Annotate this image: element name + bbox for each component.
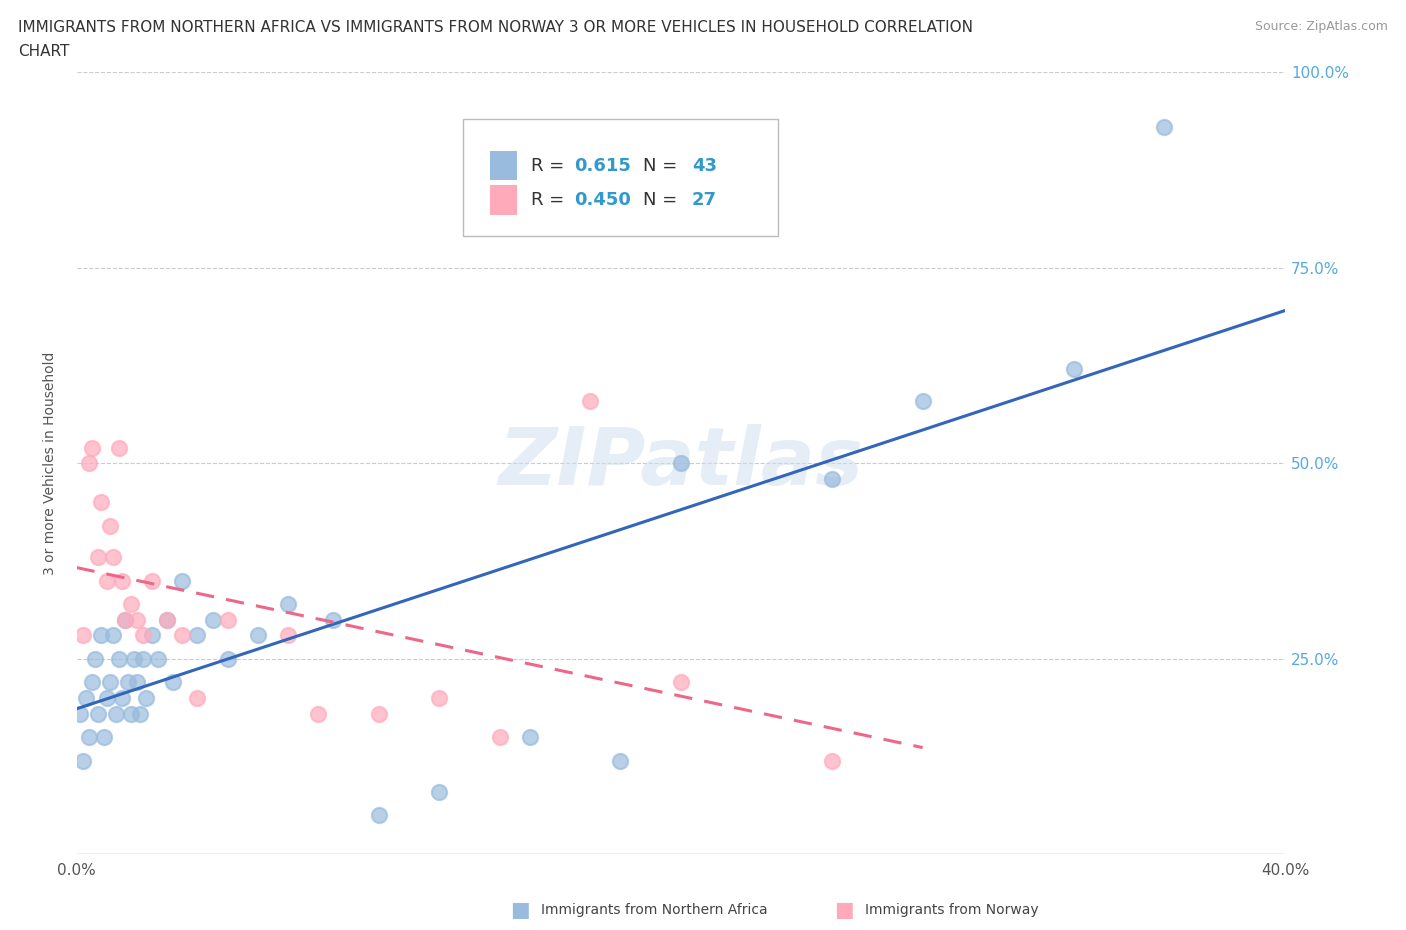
Point	[90, 495, 112, 510]
Y-axis label: 3 or more Vehicles in Household: 3 or more Vehicles in Household	[44, 352, 58, 575]
Point	[519, 730, 541, 745]
Point	[172, 628, 194, 643]
Text: 27: 27	[692, 192, 717, 209]
Point	[186, 628, 208, 643]
Point	[217, 612, 239, 627]
Point	[579, 393, 602, 408]
Point	[821, 753, 844, 768]
Point	[129, 706, 152, 721]
Point	[69, 706, 91, 721]
Text: ZIPatlas: ZIPatlas	[498, 424, 863, 502]
Point	[427, 784, 450, 799]
Bar	[489, 185, 516, 215]
Point	[86, 550, 108, 565]
Point	[111, 573, 134, 588]
Text: Immigrants from Northern Africa: Immigrants from Northern Africa	[541, 902, 768, 917]
Point	[1153, 119, 1175, 134]
Point	[669, 675, 692, 690]
Point	[488, 730, 510, 745]
Point	[132, 651, 155, 666]
Text: 43: 43	[692, 156, 717, 175]
FancyBboxPatch shape	[464, 119, 778, 236]
Text: Source: ZipAtlas.com: Source: ZipAtlas.com	[1254, 20, 1388, 33]
Text: Immigrants from Norway: Immigrants from Norway	[865, 902, 1038, 917]
Point	[911, 393, 934, 408]
Text: R =: R =	[531, 192, 569, 209]
Point	[96, 573, 118, 588]
Point	[122, 651, 145, 666]
Point	[277, 628, 299, 643]
Point	[156, 612, 179, 627]
Point	[120, 597, 142, 612]
Point	[111, 691, 134, 706]
Text: IMMIGRANTS FROM NORTHERN AFRICA VS IMMIGRANTS FROM NORWAY 3 OR MORE VEHICLES IN : IMMIGRANTS FROM NORTHERN AFRICA VS IMMIG…	[18, 20, 973, 35]
Point	[186, 691, 208, 706]
Point	[114, 612, 136, 627]
Text: CHART: CHART	[18, 44, 70, 59]
Point	[217, 651, 239, 666]
Point	[75, 691, 97, 706]
Point	[427, 691, 450, 706]
Point	[141, 628, 163, 643]
Point	[101, 550, 124, 565]
Point	[246, 628, 269, 643]
Point	[141, 573, 163, 588]
Text: ■: ■	[510, 899, 530, 920]
Point	[201, 612, 224, 627]
Point	[114, 612, 136, 627]
Point	[101, 628, 124, 643]
Point	[172, 573, 194, 588]
Text: ■: ■	[834, 899, 853, 920]
Point	[108, 440, 131, 455]
Point	[93, 730, 115, 745]
Point	[83, 651, 105, 666]
Point	[117, 675, 139, 690]
Point	[277, 597, 299, 612]
Point	[90, 628, 112, 643]
Point	[72, 628, 94, 643]
Point	[80, 440, 103, 455]
Text: N =: N =	[644, 156, 683, 175]
Point	[367, 706, 389, 721]
Point	[120, 706, 142, 721]
Point	[135, 691, 157, 706]
Text: R =: R =	[531, 156, 569, 175]
Text: 0.615: 0.615	[575, 156, 631, 175]
Point	[156, 612, 179, 627]
Point	[132, 628, 155, 643]
Point	[125, 675, 148, 690]
Text: 0.450: 0.450	[575, 192, 631, 209]
Point	[77, 456, 100, 471]
Text: N =: N =	[644, 192, 683, 209]
Point	[77, 730, 100, 745]
Point	[108, 651, 131, 666]
Point	[322, 612, 344, 627]
Point	[146, 651, 169, 666]
Point	[367, 808, 389, 823]
Point	[96, 691, 118, 706]
Point	[98, 518, 121, 533]
Point	[669, 456, 692, 471]
Point	[104, 706, 127, 721]
Point	[1063, 362, 1085, 377]
Point	[162, 675, 184, 690]
Point	[72, 753, 94, 768]
Point	[125, 612, 148, 627]
Point	[609, 753, 631, 768]
Point	[86, 706, 108, 721]
Point	[821, 472, 844, 486]
Point	[307, 706, 329, 721]
Point	[98, 675, 121, 690]
Point	[80, 675, 103, 690]
Bar	[489, 151, 516, 180]
